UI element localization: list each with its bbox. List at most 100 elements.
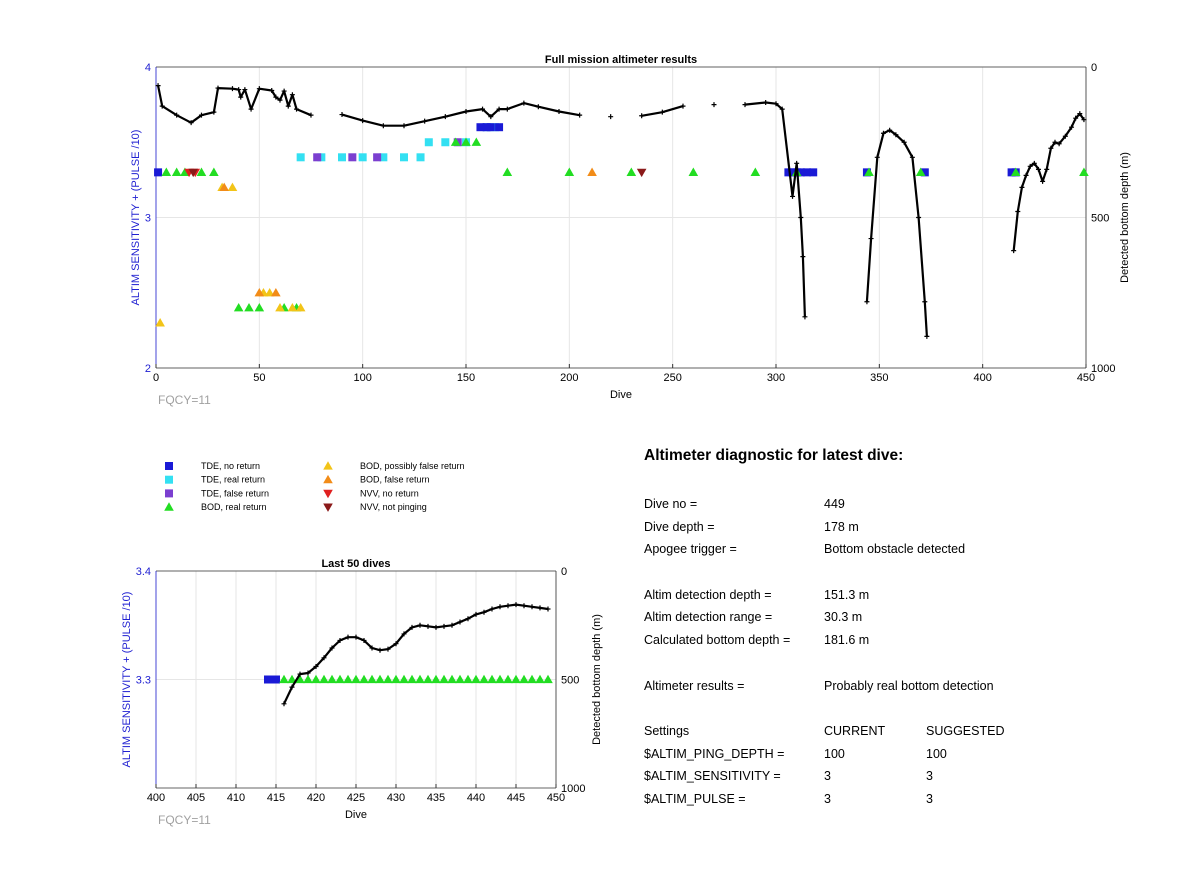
bottom-depth-point — [556, 109, 562, 115]
marker-nvv-not-pinging — [636, 168, 647, 178]
bottom-depth-point — [802, 314, 808, 320]
marker-bod-real-return — [415, 674, 425, 684]
bottom-depth-point — [285, 103, 291, 109]
x-tick-label: 430 — [387, 792, 405, 804]
left-y-tick-label: 3 — [145, 213, 151, 225]
bottom-depth-point — [329, 645, 335, 651]
marker-bod-real-return — [399, 674, 409, 684]
full-mission-chart: 0 50 100 150 200 250 300 350 400 450 2 3 4 0 500 1000 Fu… — [130, 54, 1131, 407]
bottom-depth-point — [529, 604, 535, 610]
chart-title: Last 50 dives — [321, 558, 390, 570]
bottom-depth-point — [1062, 133, 1068, 139]
marker-tde-false-return — [348, 153, 357, 162]
bottom-depth-point — [893, 132, 899, 138]
x-tick-label: 100 — [353, 372, 371, 384]
bottom-depth-point — [496, 106, 502, 112]
bottom-depth-point — [1048, 145, 1054, 151]
x-tick-label: 50 — [253, 372, 265, 384]
bottom-depth-point — [385, 646, 391, 652]
marker-bod-real-return — [171, 167, 182, 176]
bottom-depth-point — [337, 637, 343, 643]
marker-tde-no-return — [154, 168, 163, 177]
bottom-depth-point — [711, 102, 717, 108]
marker-bod-real-return — [527, 674, 537, 684]
legend-label: NVV, no return — [360, 488, 419, 498]
legend-label: BOD, real return — [201, 502, 267, 512]
bottom-depth-point — [457, 619, 463, 625]
diagnostic-title: Altimeter diagnostic for latest dive: — [644, 447, 904, 464]
bottom-depth-point — [442, 114, 448, 120]
bottom-depth-point — [289, 684, 295, 690]
bottom-depth-line — [341, 102, 580, 127]
marker-bod-real-return — [359, 674, 369, 684]
bottom-depth-point — [794, 160, 800, 166]
marker-tde-real-return — [379, 153, 388, 162]
legend-bod-false-return-icon — [323, 474, 333, 484]
apogee-trigger-label: Apogee trigger = — [644, 542, 737, 557]
setting-suggested: 3 — [926, 769, 933, 784]
bottom-depth-point — [545, 606, 551, 612]
x-tick-label: 400 — [147, 792, 165, 804]
bottom-depth-point — [773, 101, 779, 107]
x-tick-label: 415 — [267, 792, 285, 804]
bottom-depth-point — [880, 130, 886, 136]
marker-bod-real-return — [335, 674, 345, 684]
bottom-depth-point — [433, 624, 439, 630]
marker-bod-real-return — [535, 674, 545, 684]
marker-bod-real-return — [864, 167, 874, 176]
marker-bod-real-return — [209, 167, 219, 176]
bottom-depth-point — [489, 606, 495, 612]
setting-suggested: 100 — [926, 746, 947, 761]
bottom-depth-point — [742, 102, 748, 108]
bottom-depth-point — [680, 103, 686, 109]
x-tick-label: 405 — [187, 792, 205, 804]
bottom-depth-point — [401, 123, 407, 129]
marker-bod-real-return — [233, 303, 244, 312]
setting-name: $ALTIM_PING_DEPTH = — [644, 746, 785, 761]
bottom-depth-point — [763, 100, 769, 106]
marker-bod-real-return — [375, 674, 385, 684]
bottom-depth-point — [313, 663, 319, 669]
marker-tde-false-return — [313, 153, 322, 162]
marker-tde-real-return — [416, 153, 425, 162]
marker-bod-real-return — [196, 167, 207, 176]
marker-bod-possibly-false-return — [264, 287, 275, 297]
calculated-bottom-depth-row: Calculated bottom depth = 181.6 m — [644, 633, 1164, 656]
bottom-depth-point — [874, 154, 880, 160]
marker-bod-real-return — [303, 674, 313, 684]
marker-tde-real-return — [490, 123, 499, 132]
x-tick-label: 350 — [870, 372, 888, 384]
marker-bod-possibly-false-return — [227, 182, 238, 191]
fqcy-label: FQCY=11 — [158, 813, 211, 827]
x-tick-label: 150 — [457, 372, 475, 384]
bottom-depth-point — [377, 647, 383, 653]
marker-bod-real-return — [461, 137, 471, 146]
bottom-depth-point — [505, 603, 511, 609]
bottom-depth-point — [1027, 163, 1033, 169]
marker-bod-false-return — [587, 167, 597, 176]
bottom-depth-point — [481, 609, 487, 615]
dive-depth-value: 178 m — [824, 519, 859, 534]
setting-current: 3 — [824, 769, 831, 784]
bottom-depth-point — [537, 605, 543, 611]
marker-bod-possibly-false-return — [295, 303, 306, 312]
bottom-depth-point — [215, 85, 221, 91]
left-y-axis-label: ALTIM SENSITIVITY + (PULSE /10) — [130, 130, 142, 306]
marker-tde-no-return — [788, 168, 797, 177]
bottom-depth-point — [401, 631, 407, 637]
right-y-tick-label: 0 — [1091, 62, 1097, 74]
x-tick-label: 400 — [973, 372, 991, 384]
left-y-tick-label: 4 — [145, 62, 151, 74]
x-tick-label: 300 — [767, 372, 785, 384]
bottom-depth-point — [198, 112, 204, 118]
dive-no-label: Dive no = — [644, 497, 698, 511]
bottom-depth-point — [639, 113, 645, 119]
bottom-depth-point — [497, 604, 503, 610]
legend-label: TDE, no return — [201, 461, 260, 471]
bottom-depth-point — [1069, 124, 1075, 130]
bottom-depth-point — [159, 103, 165, 109]
bottom-depth-point — [269, 87, 275, 93]
marker-tde-no-return — [264, 675, 272, 684]
marker-tde-false-return — [373, 153, 382, 162]
marker-tde-real-return — [424, 138, 433, 147]
